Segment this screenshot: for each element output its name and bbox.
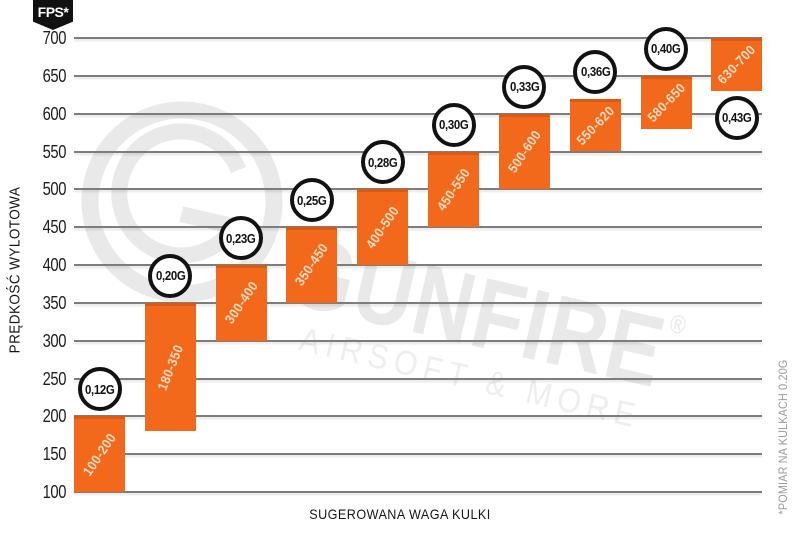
bb-weight-circle: 0,12G [77, 367, 122, 412]
y-tick-label-450: 450 [42, 217, 67, 238]
y-tick-label-600: 600 [42, 103, 67, 124]
gridline-100 [74, 491, 762, 493]
bb-weight-label: 0,33G [509, 79, 540, 95]
y-tick-label-300: 300 [42, 330, 67, 351]
gridline-150 [74, 453, 762, 456]
gridline-250 [74, 377, 762, 380]
bb-weight-label: 0,30G [438, 117, 469, 132]
bb-weight-label: 0,43G [722, 110, 752, 126]
fps-range-label: 550-620 [573, 102, 618, 148]
fps-unit-badge: FPS* [33, 0, 73, 30]
y-tick-label-200: 200 [42, 406, 67, 427]
watermark-brand-text: GUNFIRE® [279, 214, 691, 410]
y-tick-label-550: 550 [42, 141, 67, 162]
gridline-200 [74, 415, 762, 418]
gridline-500 [74, 188, 762, 191]
gridline-650 [74, 74, 762, 77]
bb-weight-circle: 0,25G [289, 178, 334, 223]
bb-weight-label: 0,40G [651, 41, 681, 57]
x-axis-title: SUGEROWANA WAGA KULKI [309, 506, 491, 522]
bb-weight-circle: 0,23G [219, 216, 264, 260]
fps-range-label: 400-500 [363, 203, 403, 252]
fps-range-bar: 450-550 [428, 151, 480, 228]
bb-weight-label: 0,28G [368, 154, 398, 170]
gridline-600 [74, 112, 762, 115]
fps-range-bar: 400-500 [357, 189, 409, 265]
fps-range-bar: 100-200 [74, 416, 125, 492]
bb-weight-circle: 0,28G [360, 140, 405, 185]
y-tick-label-650: 650 [42, 65, 67, 86]
bb-weight-label: 0,23G [226, 230, 256, 246]
measurement-footnote: *POMIAR NA KULKACH 0.20G [776, 359, 790, 515]
fps-range-bar: 580-650 [640, 75, 692, 129]
bb-weight-label: 0,25G [297, 192, 327, 208]
fps-range-label: 580-650 [644, 79, 689, 125]
y-tick-label-400: 400 [42, 255, 67, 275]
fps-range-bar: 300-400 [215, 265, 267, 341]
gridline-450 [74, 226, 762, 229]
gridline-300 [74, 339, 762, 342]
fps-range-bar: 180-350 [144, 302, 196, 432]
fps-range-bar: 630-700 [711, 38, 763, 91]
gridline-350 [74, 301, 762, 304]
y-tick-label-100: 100 [42, 482, 67, 502]
registered-trademark-icon: ® [666, 307, 691, 341]
bb-weight-label: 0,12G [84, 381, 115, 397]
fps-range-label: 450-550 [434, 165, 474, 214]
y-tick-label-150: 150 [42, 444, 67, 465]
gridline-400 [74, 264, 762, 266]
bb-weight-circle: 0,43G [714, 95, 759, 140]
y-tick-label-250: 250 [42, 368, 67, 389]
fps-range-label: 630-700 [715, 42, 759, 87]
bb-weight-circle: 0,20G [148, 253, 193, 298]
bb-weight-circle: 0,33G [502, 64, 547, 109]
fps-range-bar: 550-620 [569, 98, 621, 152]
gridline-700 [74, 37, 762, 39]
bb-weight-label: 0,20G [155, 268, 186, 284]
fps-range-label: 350-450 [292, 240, 332, 289]
y-tick-label-350: 350 [42, 292, 67, 313]
y-tick-label-500: 500 [42, 179, 67, 200]
bb-weight-circle: 0,36G [573, 49, 618, 94]
gridline-550 [74, 150, 762, 153]
bb-weight-circle: 0,40G [644, 26, 689, 71]
fps-range-label: 100-200 [79, 430, 120, 479]
fps-range-bar: 500-600 [498, 113, 550, 190]
bb-weight-label: 0,36G [580, 64, 611, 80]
bb-weight-circle: 0,30G [431, 102, 476, 147]
fps-range-label: 300-400 [221, 278, 261, 327]
fps-range-label: 180-350 [154, 342, 187, 393]
y-tick-label-700: 700 [42, 28, 67, 48]
y-axis-title: PRĘDKOŚĆ WYLOTOWA [6, 186, 24, 354]
fps-range-bar: 350-450 [286, 227, 338, 303]
fps-range-label: 500-600 [504, 127, 545, 176]
